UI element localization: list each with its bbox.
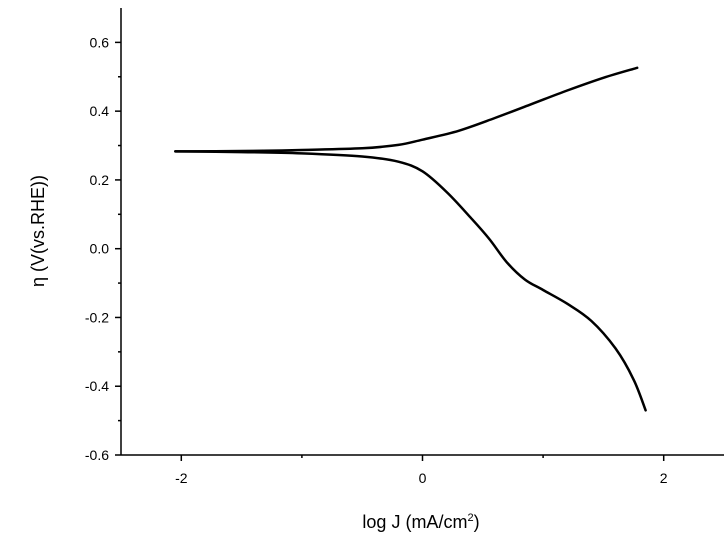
ticks	[115, 41, 665, 461]
y-axis-title: η (V(vs.RHE))	[28, 175, 48, 287]
x-axis-title: log J (mA/cm2)	[362, 512, 479, 532]
x-tick-label: 2	[660, 470, 668, 486]
axes	[120, 8, 724, 456]
lower-branch-line	[174, 150, 647, 412]
x-tick-label: 0	[419, 470, 427, 486]
x-tick-label: -2	[175, 470, 188, 486]
tick-labels: 0.6 0.4 0.2 0.0 -0.2 -0.4 -0.6 -2 0 2	[85, 34, 668, 486]
y-tick-label: 0.2	[90, 172, 110, 188]
y-tick-label: -0.2	[85, 309, 109, 325]
y-tick-label: 0.6	[90, 34, 110, 50]
y-tick-label: -0.4	[85, 378, 109, 394]
y-tick-label: 0.0	[90, 241, 110, 257]
y-tick-label: 0.4	[90, 103, 110, 119]
upper-branch-line	[174, 66, 639, 153]
series	[174, 66, 647, 412]
y-tick-label: -0.6	[85, 447, 109, 463]
